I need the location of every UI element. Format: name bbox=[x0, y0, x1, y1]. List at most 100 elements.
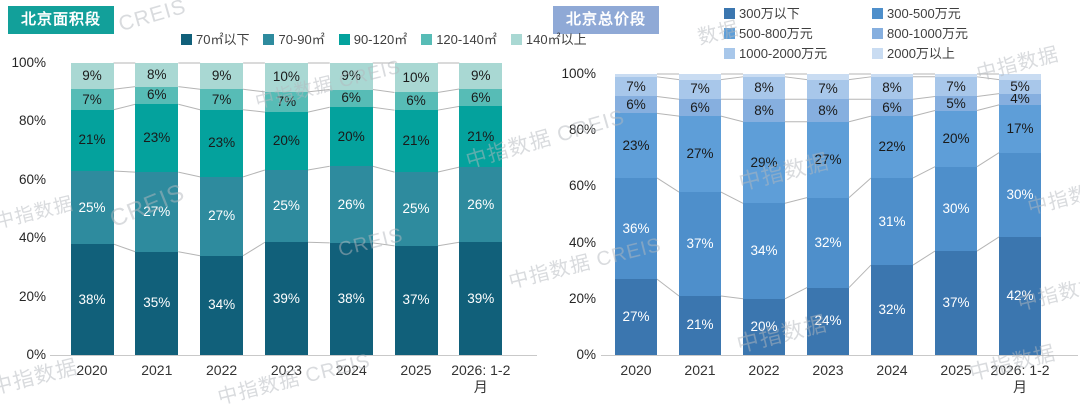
y-axis-tick-label: 100% bbox=[11, 55, 46, 70]
bar-segment bbox=[70, 171, 114, 245]
segment-value-label: 32% bbox=[814, 234, 842, 250]
legend-item: 300万以下 bbox=[724, 5, 872, 22]
bar-segment bbox=[135, 63, 179, 87]
segment-value-label: 36% bbox=[622, 220, 650, 236]
x-axis-category-label: 2024 bbox=[335, 362, 367, 378]
x-axis-category-label: 2020 bbox=[76, 362, 108, 378]
segment-value-label: 7% bbox=[818, 81, 838, 97]
segment-value-label: 9% bbox=[341, 68, 361, 84]
bar-segment bbox=[135, 251, 179, 355]
bar-segment bbox=[679, 79, 721, 100]
legend-item: 90-120㎡ bbox=[338, 31, 408, 48]
segment-value-label: 37% bbox=[402, 292, 430, 308]
segment-value-label: 38% bbox=[337, 290, 365, 306]
bar-segment bbox=[935, 96, 977, 111]
bar-segment bbox=[394, 110, 438, 173]
bar-segment bbox=[807, 197, 849, 288]
legend-item: 140㎡以上 bbox=[510, 31, 587, 48]
legend-item: 800-1000万元 bbox=[872, 25, 968, 42]
legend-item: 70-90㎡ bbox=[263, 31, 325, 48]
segment-value-label: 30% bbox=[942, 200, 970, 216]
bar-segment bbox=[871, 74, 913, 77]
bar-segment bbox=[743, 121, 785, 204]
bar-segment bbox=[394, 92, 438, 111]
bar-segment bbox=[394, 63, 438, 93]
bar-segment bbox=[871, 99, 913, 117]
bar-segment bbox=[615, 113, 657, 178]
segment-value-label: 38% bbox=[78, 291, 106, 307]
segment-value-label: 17% bbox=[1006, 120, 1034, 136]
bar-segment bbox=[935, 76, 977, 97]
bar-segment bbox=[264, 112, 308, 170]
bar-segment bbox=[394, 245, 438, 355]
bar-segment bbox=[615, 74, 657, 77]
segment-value-label: 39% bbox=[467, 290, 495, 306]
x-axis-category-label: 2025 bbox=[400, 362, 432, 378]
bar-segment bbox=[329, 63, 373, 90]
segment-value-label: 26% bbox=[337, 196, 365, 212]
bar-segment bbox=[70, 109, 114, 172]
legend-swatch bbox=[872, 48, 883, 59]
x-axis-category-label: 2020 bbox=[620, 362, 652, 378]
bar-segment bbox=[679, 116, 721, 192]
legend: 70㎡以下 70-90㎡ 90-120㎡ 120-140㎡ 140㎡以上 bbox=[181, 31, 587, 48]
segment-value-label: 32% bbox=[878, 302, 906, 318]
bar-segment bbox=[999, 104, 1041, 153]
x-axis-category-label: 2026: 1-2月 bbox=[990, 362, 1050, 395]
segment-value-label: 34% bbox=[750, 243, 778, 259]
segment-value-label: 21% bbox=[467, 128, 495, 144]
right-chart-title-badge: 北京总价段 bbox=[553, 6, 660, 34]
bar-segment bbox=[999, 74, 1041, 80]
bar-segment bbox=[200, 176, 244, 256]
segment-value-label: 39% bbox=[272, 290, 300, 306]
bar-segment bbox=[935, 74, 977, 77]
bar-segment bbox=[871, 177, 913, 266]
bar-segment bbox=[999, 79, 1041, 94]
legend-label: 300-500万元 bbox=[887, 6, 961, 21]
bar-segment bbox=[999, 152, 1041, 237]
segment-value-label: 6% bbox=[690, 99, 710, 115]
bar-segment bbox=[70, 244, 114, 355]
segment-value-label: 8% bbox=[818, 102, 838, 118]
bar-segment bbox=[70, 63, 114, 90]
watermark-text: CREIS bbox=[116, 0, 189, 37]
segment-value-label: 23% bbox=[143, 130, 171, 146]
legend-item: 120-140㎡ bbox=[421, 31, 497, 48]
y-axis-tick-label: 80% bbox=[568, 122, 596, 138]
segment-value-label: 7% bbox=[82, 91, 102, 107]
bar-segment bbox=[459, 242, 503, 355]
bar-segment bbox=[200, 109, 244, 177]
x-axis-category-label: 2025 bbox=[940, 362, 972, 378]
x-axis-category-label: 2024 bbox=[876, 362, 908, 378]
y-axis-tick-label: 60% bbox=[568, 178, 596, 194]
legend-label: 70㎡以下 bbox=[196, 32, 250, 47]
legend-label: 140㎡以上 bbox=[525, 32, 587, 47]
segment-value-label: 37% bbox=[686, 236, 714, 251]
segment-value-label: 21% bbox=[686, 317, 714, 333]
bar-segment bbox=[135, 104, 179, 173]
segment-value-label: 20% bbox=[750, 318, 778, 334]
legend-label: 2000万以上 bbox=[887, 46, 955, 61]
bar-segment bbox=[200, 63, 244, 90]
segment-value-label: 7% bbox=[626, 78, 646, 94]
segment-value-label: 5% bbox=[946, 95, 966, 111]
bar-segment bbox=[679, 295, 721, 355]
x-axis-category-label: 2021 bbox=[684, 362, 716, 378]
segment-value-label: 7% bbox=[211, 91, 232, 107]
segment-value-label: 34% bbox=[208, 297, 236, 313]
y-axis-tick-label: 20% bbox=[18, 288, 46, 304]
segment-value-label: 5% bbox=[1010, 78, 1030, 94]
bar-segment bbox=[135, 86, 179, 105]
segment-value-label: 8% bbox=[754, 102, 774, 118]
legend-label: 90-120㎡ bbox=[353, 32, 408, 47]
legend-label: 800-1000万元 bbox=[887, 26, 968, 41]
segment-value-label: 26% bbox=[467, 196, 495, 212]
segment-value-label: 9% bbox=[471, 68, 491, 83]
segment-value-label: 31% bbox=[878, 213, 906, 229]
bar-segment bbox=[264, 242, 308, 355]
legend-label: 500-800万元 bbox=[739, 26, 813, 41]
segment-value-label: 35% bbox=[143, 295, 171, 311]
segment-value-label: 4% bbox=[1010, 91, 1030, 107]
x-axis-line bbox=[601, 355, 1078, 356]
x-axis-category-label: 2022 bbox=[206, 362, 238, 378]
